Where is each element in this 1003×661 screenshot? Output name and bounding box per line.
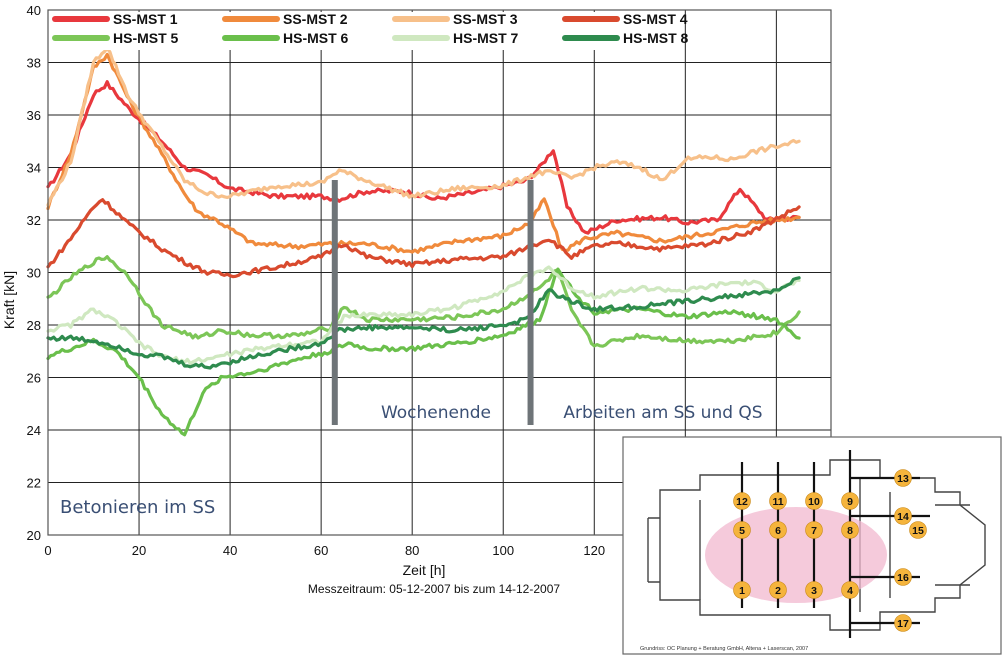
- legend-label: HS-MST 7: [453, 30, 519, 46]
- legend-label: SS-MST 2: [283, 11, 348, 27]
- x-tick-label: 80: [405, 543, 419, 558]
- annotation-arbeiten: Arbeiten am SS und QS: [563, 403, 762, 423]
- inset-marker-circle: [909, 521, 927, 539]
- legend-label: SS-MST 3: [453, 11, 518, 27]
- inset-credit: Grundriss: OC Planung + Beratung GmbH, A…: [640, 646, 808, 652]
- inset-marker-label: 7: [811, 525, 817, 537]
- inset-marker-label: 14: [897, 511, 909, 523]
- inset-marker-circle: [894, 507, 912, 525]
- legend-label: HS-MST 6: [283, 30, 349, 46]
- inset-marker-label: 6: [775, 525, 781, 537]
- legend-label: HS-MST 8: [623, 30, 689, 46]
- inset-marker-circle: [894, 614, 912, 632]
- x-tick-label: 120: [583, 543, 605, 558]
- inset-marker-label: 9: [847, 496, 853, 508]
- inset-marker-label: 10: [808, 496, 820, 508]
- y-tick-label: 38: [27, 56, 41, 71]
- inset-marker-label: 1: [739, 585, 745, 597]
- inset-marker-label: 3: [811, 585, 817, 597]
- annotation-betonieren: Betonieren im SS: [60, 497, 215, 518]
- y-tick-label: 20: [27, 528, 41, 543]
- legend: SS-MST 1 SS-MST 2 SS-MST 3 SS-MST 4 HS-MST 5…: [52, 11, 689, 50]
- inset-marker-label: 12: [736, 496, 748, 508]
- y-tick-label: 34: [27, 161, 41, 176]
- marker-layer: [331, 180, 534, 425]
- inset-marker-label: 13: [897, 473, 909, 485]
- inset-marker-label: 5: [739, 525, 745, 537]
- legend-background: [52, 12, 642, 50]
- inset-marker-label: 8: [847, 525, 853, 537]
- highlight-zone: [705, 507, 887, 603]
- x-tick-label: 100: [492, 543, 514, 558]
- series-line-3: [46, 46, 801, 207]
- inset-marker-circle: [769, 581, 787, 599]
- y-tick-label: 24: [27, 423, 41, 438]
- y-axis-label: Kraft [kN]: [1, 271, 17, 329]
- y-tick-labels: 20 22 24 26 28 30 32 34 36 38 40: [27, 3, 41, 543]
- inset-marker-label: 15: [912, 525, 924, 537]
- series-line-5: [46, 255, 801, 348]
- plot-frame: [47, 9, 832, 536]
- inset-marker-circle: [841, 492, 859, 510]
- y-tick-label: 26: [27, 371, 41, 386]
- inset-marker-circle: [805, 521, 823, 539]
- series-line-8: [46, 276, 801, 370]
- series-layer: [46, 46, 801, 437]
- series-line-6: [46, 267, 801, 437]
- inset-marker-circle: [733, 521, 751, 539]
- y-tick-label: 40: [27, 3, 41, 18]
- y-tick-label: 22: [27, 476, 41, 491]
- y-tick-label: 32: [27, 213, 41, 228]
- y-tick-label: 36: [27, 108, 41, 123]
- inset-marker-label: 17: [897, 618, 909, 630]
- inset-marker-circle: [894, 568, 912, 586]
- x-tick-label: 0: [44, 543, 51, 558]
- inset-marker-label: 4: [847, 585, 853, 597]
- inset-marker-circle: [841, 581, 859, 599]
- measurement-period: Messzeitraum: 05-12-2007 bis zum 14-12-2…: [308, 582, 560, 596]
- x-tick-labels: 0 20 40 60 80 100 120: [44, 543, 605, 558]
- inset-marker-circle: [733, 581, 751, 599]
- inset-marker-circle: [733, 492, 751, 510]
- x-tick-label: 20: [132, 543, 146, 558]
- inset-marker-circle: [841, 521, 859, 539]
- legend-label: SS-MST 4: [623, 11, 688, 27]
- inset-marker-label: 16: [897, 572, 909, 584]
- inset-marker-circle: [769, 521, 787, 539]
- inset-marker-label: 11: [772, 496, 783, 508]
- x-tick-label: 40: [223, 543, 237, 558]
- legend-label: SS-MST 1: [113, 11, 178, 27]
- x-axis-label: Zeit [h]: [403, 562, 446, 578]
- inset-marker-label: 2: [775, 585, 781, 597]
- x-tick-label: 60: [314, 543, 328, 558]
- y-tick-label: 28: [27, 318, 41, 333]
- y-tick-label: 30: [27, 266, 41, 281]
- series-line-2: [46, 52, 801, 254]
- inset-marker-circle: [805, 492, 823, 510]
- legend-label: HS-MST 5: [113, 30, 179, 46]
- inset-marker-circle: [805, 581, 823, 599]
- inset-marker-circle: [894, 469, 912, 487]
- inset-marker-circle: [769, 492, 787, 510]
- series-line-4: [46, 198, 801, 279]
- annotation-wochenende: Wochenende: [381, 403, 491, 423]
